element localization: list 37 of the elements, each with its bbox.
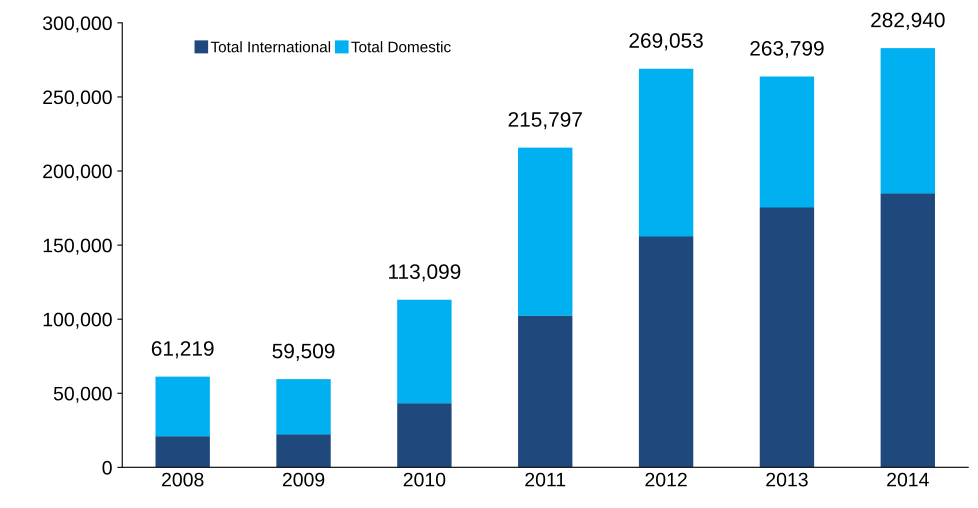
bar xyxy=(155,436,210,468)
x-tick-label: 2010 xyxy=(404,472,446,487)
bar xyxy=(880,48,935,194)
total-label: 61,219 xyxy=(152,341,214,358)
legend-label: Total International xyxy=(210,41,330,52)
total-label: 269,053 xyxy=(629,33,703,50)
legend-label: Total Domestic xyxy=(351,41,451,52)
x-tick-label: 2011 xyxy=(525,472,566,487)
bar xyxy=(397,403,452,468)
y-tick-label: 250,000 xyxy=(43,90,112,106)
bar xyxy=(880,193,935,468)
bar xyxy=(276,434,331,468)
bar xyxy=(518,316,572,468)
total-label: 282,940 xyxy=(871,12,945,30)
x-tick-label: 2009 xyxy=(282,472,324,487)
total-label: 113,099 xyxy=(389,264,460,282)
x-tick-label: 2012 xyxy=(645,472,687,487)
bar xyxy=(518,148,572,316)
y-tick-label: 50,000 xyxy=(54,386,112,403)
bar xyxy=(638,68,694,237)
bar xyxy=(760,207,814,468)
y-tick-label: 200,000 xyxy=(43,164,112,181)
bar xyxy=(397,300,452,404)
bar xyxy=(155,376,210,436)
y-tick-label: 300,000 xyxy=(42,16,112,32)
bar xyxy=(638,236,694,468)
x-tick-label: 2013 xyxy=(766,472,808,487)
x-tick-label: 2014 xyxy=(887,472,929,487)
total-label: 215,797 xyxy=(508,112,582,130)
total-label: 59,509 xyxy=(272,344,334,361)
total-label: 263,799 xyxy=(750,40,824,58)
y-tick-label: 150,000 xyxy=(44,238,112,255)
y-tick-label: 100,000 xyxy=(44,312,112,329)
x-tick-label: 2008 xyxy=(162,472,204,487)
bar xyxy=(276,379,331,434)
y-tick-label: 0 xyxy=(102,460,112,475)
bar xyxy=(760,76,814,208)
